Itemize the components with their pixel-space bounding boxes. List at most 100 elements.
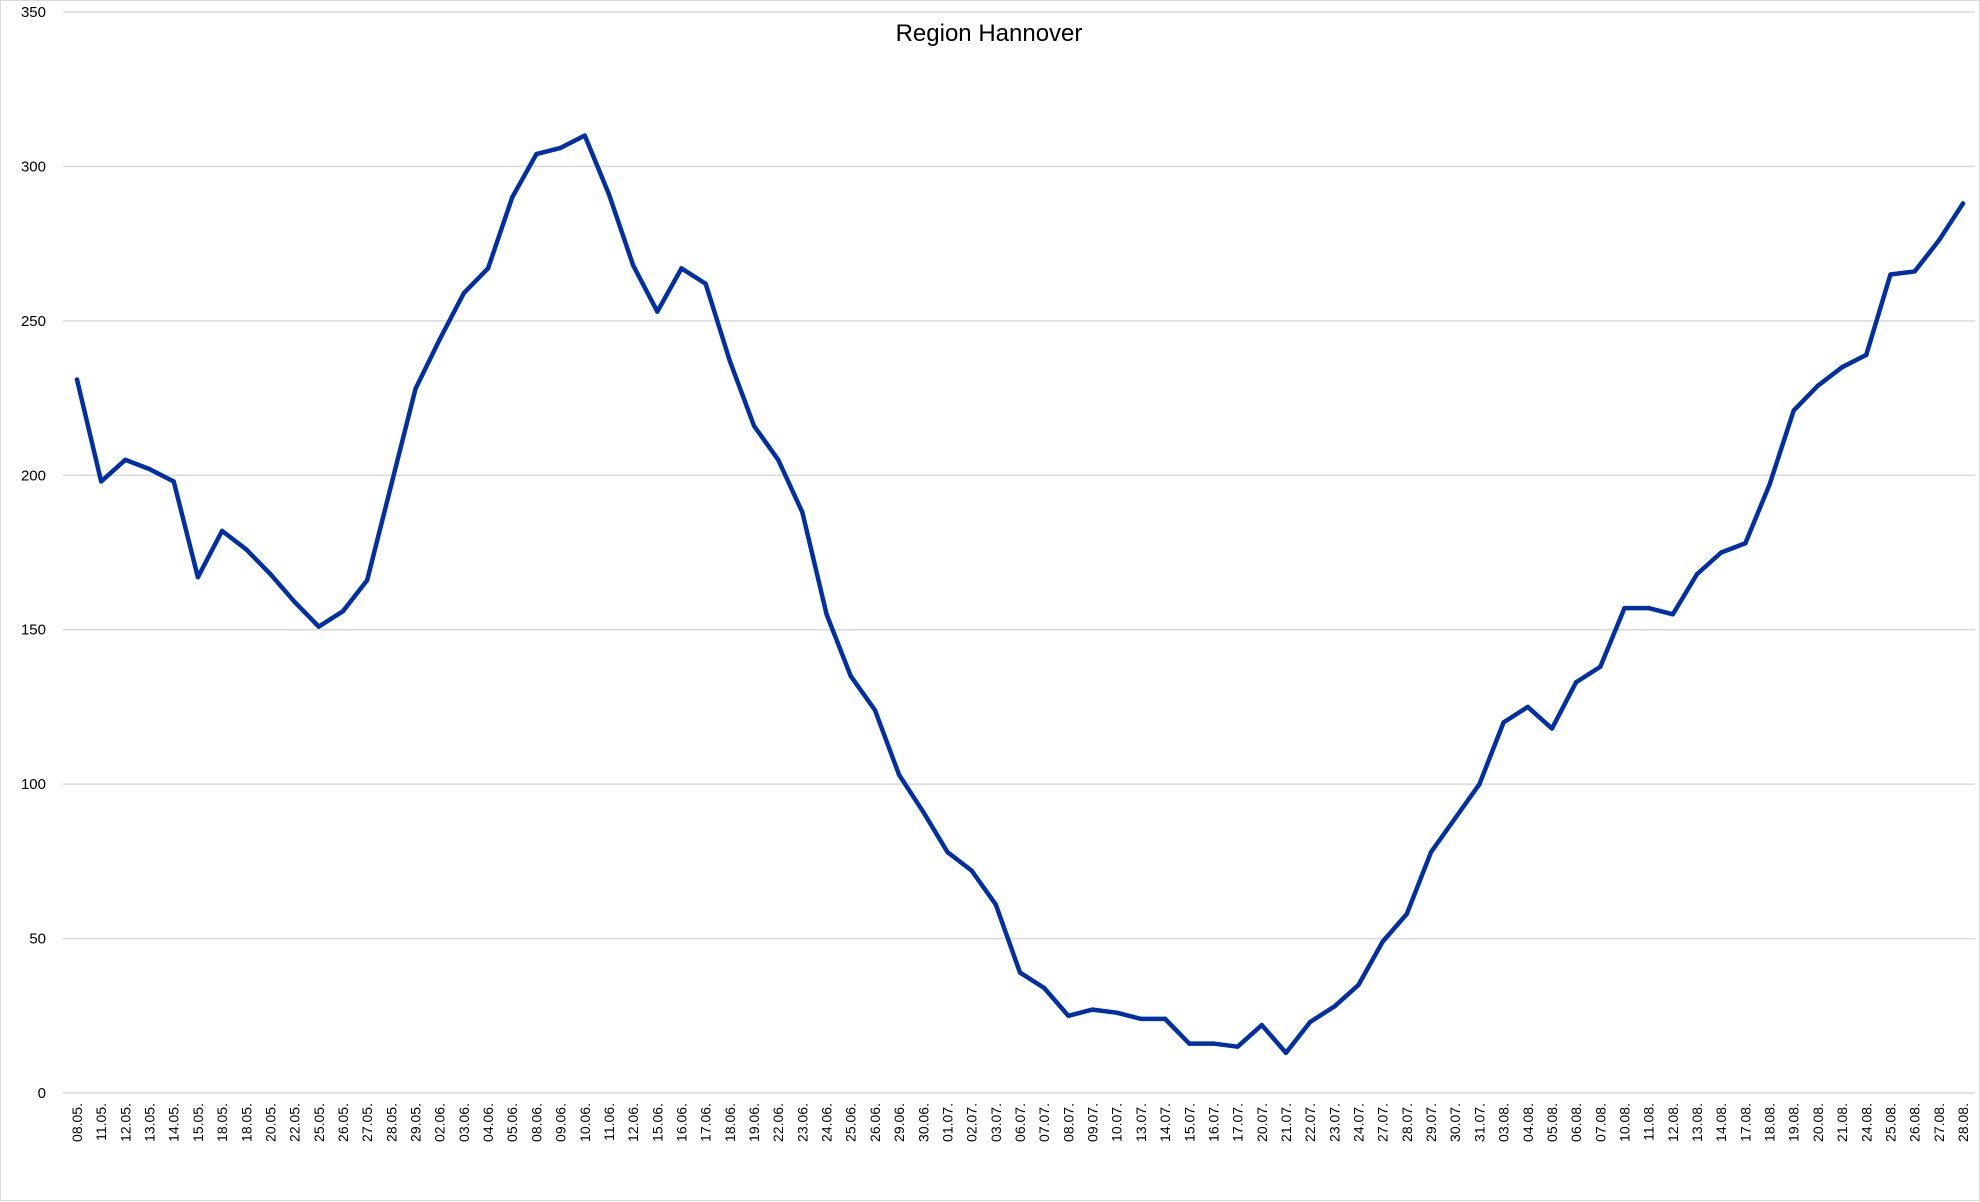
x-tick-label: 03.08. — [1496, 1103, 1512, 1142]
x-tick-label: 08.05. — [69, 1103, 85, 1142]
x-tick-label: 27.05. — [359, 1103, 375, 1142]
data-point — [1501, 720, 1506, 725]
data-point — [413, 386, 418, 392]
data-point — [364, 578, 370, 583]
x-tick-label: 08.07. — [1060, 1103, 1076, 1142]
x-tick-label: 11.08. — [1641, 1103, 1657, 1141]
y-tick-label: 50 — [29, 931, 46, 948]
x-tick-label: 22.05. — [287, 1103, 303, 1142]
y-tick-label: 350 — [21, 4, 46, 21]
x-tick-label: 07.07. — [1036, 1103, 1052, 1142]
data-point — [1090, 1007, 1095, 1012]
y-tick-label: 100 — [21, 776, 46, 793]
data-point — [1719, 550, 1724, 555]
data-point — [98, 479, 104, 484]
x-tick-label: 17.07. — [1230, 1103, 1246, 1142]
data-point — [1839, 364, 1845, 370]
x-tick-label: 18.06. — [722, 1103, 738, 1142]
data-point — [389, 482, 394, 487]
x-tick-label: 24.06. — [819, 1103, 835, 1142]
data-point — [1017, 970, 1023, 975]
x-tick-label: 27.07. — [1375, 1103, 1391, 1142]
data-point — [727, 358, 733, 364]
x-tick-label: 09.07. — [1085, 1103, 1101, 1142]
data-point — [123, 457, 128, 463]
data-point — [316, 624, 321, 629]
x-tick-label: 17.08. — [1737, 1103, 1753, 1142]
x-tick-label: 24.07. — [1351, 1103, 1367, 1142]
y-tick-label: 200 — [21, 467, 46, 484]
x-axis-tick-labels: 08.05. 11.05. 12.05. 13.05. 14.05. 15.05. 18.0… — [69, 1103, 1971, 1142]
data-point — [1815, 383, 1821, 388]
data-point — [776, 457, 781, 463]
data-point — [1888, 272, 1893, 277]
data-point — [292, 599, 297, 605]
x-tick-label: 21.08. — [1834, 1103, 1850, 1142]
data-point — [1743, 541, 1748, 546]
data-point — [1694, 571, 1700, 577]
x-tick-label: 18.05. — [238, 1103, 254, 1142]
data-point — [244, 547, 249, 552]
x-tick-label: 02.07. — [964, 1103, 980, 1142]
data-point — [872, 707, 878, 713]
data-point — [655, 309, 660, 314]
data-point — [896, 772, 902, 778]
data-point — [751, 423, 757, 429]
x-tick-label: 14.05. — [166, 1103, 182, 1142]
data-point — [1428, 849, 1434, 855]
data-point — [1332, 1004, 1337, 1009]
data-point — [630, 263, 636, 268]
y-tick-label: 0 — [38, 1085, 46, 1102]
x-tick-label: 13.08. — [1689, 1103, 1705, 1142]
data-point — [1235, 1044, 1240, 1049]
x-tick-label: 25.06. — [843, 1103, 859, 1142]
x-tick-label: 03.07. — [988, 1103, 1004, 1142]
x-tick-label: 18.05. — [214, 1103, 230, 1142]
x-tick-label: 28.07. — [1399, 1103, 1415, 1142]
x-tick-label: 05.08. — [1544, 1103, 1560, 1142]
data-point — [1211, 1041, 1216, 1046]
data-point — [582, 133, 587, 138]
data-point — [921, 809, 926, 815]
data-point — [703, 281, 708, 286]
x-tick-label: 23.06. — [794, 1103, 810, 1142]
data-point — [1960, 201, 1966, 206]
data-point — [195, 575, 201, 580]
x-tick-label: 16.07. — [1205, 1103, 1221, 1142]
data-point — [1646, 605, 1651, 611]
x-tick-label: 10.08. — [1616, 1103, 1632, 1142]
data-point — [1936, 238, 1942, 243]
data-point — [1622, 605, 1627, 611]
x-tick-label: 29.05. — [408, 1103, 424, 1142]
x-tick-label: 06.07. — [1012, 1103, 1028, 1142]
data-point — [219, 528, 225, 534]
x-tick-label: 20.08. — [1810, 1103, 1826, 1142]
y-tick-label: 150 — [21, 622, 46, 639]
x-tick-label: 29.06. — [891, 1103, 907, 1142]
x-tick-label: 13.05. — [142, 1103, 158, 1142]
x-tick-label: 10.07. — [1109, 1103, 1125, 1142]
x-tick-label: 14.07. — [1157, 1103, 1173, 1142]
data-point — [1259, 1022, 1264, 1028]
series-layer — [74, 133, 1966, 1056]
data-point — [1670, 612, 1676, 617]
x-tick-label: 04.06. — [480, 1103, 496, 1142]
x-tick-label: 12.06. — [625, 1103, 641, 1142]
data-point — [1138, 1016, 1144, 1022]
chart-title: Region Hannover — [896, 20, 1083, 47]
x-tick-label: 11.05. — [93, 1103, 109, 1141]
x-tick-label: 07.08. — [1592, 1103, 1608, 1142]
data-point — [1041, 985, 1047, 991]
data-point — [510, 195, 515, 200]
data-point — [993, 902, 999, 907]
x-tick-label: 15.07. — [1181, 1103, 1197, 1142]
series-line — [74, 133, 1966, 1056]
x-tick-label: 31.07. — [1471, 1103, 1487, 1142]
data-point — [340, 608, 346, 614]
x-tick-label: 14.08. — [1713, 1103, 1729, 1142]
x-tick-label: 21.07. — [1278, 1103, 1294, 1142]
data-point — [171, 479, 176, 484]
data-point — [268, 571, 273, 577]
